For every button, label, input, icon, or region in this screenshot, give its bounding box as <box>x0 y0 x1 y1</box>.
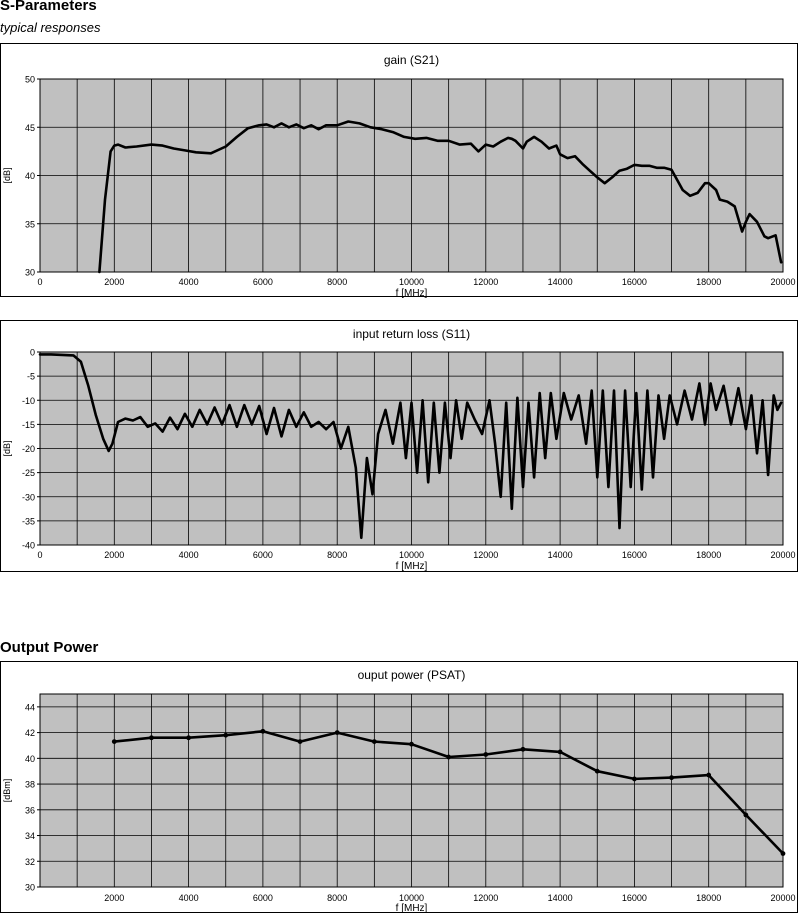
x-tick-label: 18000 <box>696 550 721 560</box>
x-tick-label: 12000 <box>473 893 498 903</box>
output-power-chart-panel: ouput power (PSAT) 30 32 34 36 38 40 42 44 2000 40… <box>0 661 798 914</box>
y-tick-label: -30 <box>22 492 35 502</box>
x-tick-label: 12000 <box>473 277 498 287</box>
x-tick-label: 8000 <box>327 893 347 903</box>
y-tick-label: -40 <box>22 541 35 551</box>
data-point-marker <box>706 772 712 778</box>
y-tick-label: 34 <box>25 831 35 841</box>
data-point-marker <box>520 746 526 752</box>
gain-chart-panel: gain (S21) 30 35 40 45 50 0 2000 4000 6000 8000 100… <box>0 43 798 298</box>
x-tick-label: 6000 <box>253 550 273 560</box>
sparams-subtitle: typical responses <box>0 20 101 35</box>
y-tick-label: -10 <box>22 396 35 406</box>
x-tick-label: 4000 <box>179 550 199 560</box>
x-tick-label: 2000 <box>104 277 124 287</box>
x-tick-label: 12000 <box>473 550 498 560</box>
x-tick-label: 14000 <box>548 893 573 903</box>
data-point-marker <box>743 812 749 818</box>
y-axis-label: [dB] <box>2 440 12 456</box>
y-tick-label: -25 <box>22 468 35 478</box>
x-tick-label: 10000 <box>399 893 424 903</box>
data-point-marker <box>260 728 266 734</box>
y-axis-label: [dBm] <box>2 779 12 803</box>
x-axis-label: f [MHz] <box>396 288 428 298</box>
x-tick-label: 20000 <box>770 277 795 287</box>
y-tick-label: 40 <box>25 754 35 764</box>
y-tick-label: -5 <box>27 372 35 382</box>
x-tick-label: 18000 <box>696 277 721 287</box>
x-tick-label: 2000 <box>104 893 124 903</box>
x-axis-label: f [MHz] <box>396 561 428 572</box>
x-axis-label: f [MHz] <box>396 903 428 914</box>
y-tick-label: 38 <box>25 780 35 790</box>
data-point-marker <box>594 768 600 774</box>
y-axis-label: [dB] <box>2 167 12 183</box>
y-tick-label: 36 <box>25 805 35 815</box>
return-loss-chart: input return loss (S11) 0 -5 -10 -15 -20 -25 -3… <box>2 327 796 572</box>
y-tick-label: 42 <box>25 728 35 738</box>
chart-title: gain (S21) <box>384 53 439 67</box>
x-tick-label: 14000 <box>548 277 573 287</box>
y-tick-label: 40 <box>25 171 35 181</box>
x-tick-label: 0 <box>37 277 42 287</box>
y-tick-label: 45 <box>25 123 35 133</box>
x-tick-label: 4000 <box>179 277 199 287</box>
data-point-marker <box>334 730 340 735</box>
output-power-chart: ouput power (PSAT) 30 32 34 36 38 40 42 44 2000 40… <box>2 668 796 914</box>
y-tick-label: 35 <box>25 219 35 229</box>
data-point-marker <box>409 741 414 747</box>
data-point-marker <box>780 851 786 856</box>
x-tick-label: 6000 <box>253 893 273 903</box>
x-tick-label: 0 <box>37 550 42 560</box>
x-tick-label: 16000 <box>622 893 647 903</box>
x-tick-label: 8000 <box>327 277 347 287</box>
y-tick-label: 0 <box>30 348 35 358</box>
sparams-title: S-Parameters <box>0 0 97 14</box>
chart-title: input return loss (S11) <box>353 327 470 341</box>
data-point-marker <box>632 776 637 782</box>
y-tick-label: -35 <box>22 516 35 526</box>
data-point-marker <box>111 739 117 745</box>
data-point-marker <box>669 775 674 781</box>
y-tick-label: -20 <box>22 444 35 454</box>
x-tick-label: 10000 <box>399 550 424 560</box>
data-point-marker <box>371 739 377 745</box>
data-point-marker <box>557 749 563 755</box>
data-point-marker <box>149 735 154 741</box>
data-point-marker <box>223 732 229 738</box>
return-loss-chart-panel: input return loss (S11) 0 -5 -10 -15 -20 -25 -3… <box>0 320 798 572</box>
series-line <box>38 353 783 540</box>
chart-title: ouput power (PSAT) <box>358 668 466 682</box>
data-point-marker <box>446 754 452 760</box>
y-tick-label: -15 <box>22 420 35 430</box>
y-tick-label: 30 <box>25 883 35 893</box>
x-tick-label: 6000 <box>253 277 273 287</box>
x-tick-label: 20000 <box>770 893 795 903</box>
series-line <box>98 120 783 274</box>
gain-chart: gain (S21) 30 35 40 45 50 0 2000 4000 6000 8000 100… <box>2 53 796 298</box>
data-point-marker <box>186 735 192 741</box>
x-tick-label: 10000 <box>399 277 424 287</box>
data-point-marker <box>297 739 303 745</box>
y-tick-label: 50 <box>25 75 35 85</box>
x-tick-label: 16000 <box>622 550 647 560</box>
x-tick-label: 8000 <box>327 550 347 560</box>
x-tick-label: 16000 <box>622 277 647 287</box>
y-tick-label: 44 <box>25 702 35 712</box>
x-tick-label: 14000 <box>548 550 573 560</box>
y-tick-label: 32 <box>25 857 35 867</box>
output-power-title: Output Power <box>0 639 99 656</box>
x-tick-label: 4000 <box>179 893 199 903</box>
data-point-marker <box>483 752 489 757</box>
x-tick-label: 20000 <box>770 550 795 560</box>
x-tick-label: 18000 <box>696 893 721 903</box>
y-tick-label: 30 <box>25 268 35 278</box>
x-tick-label: 2000 <box>104 550 124 560</box>
